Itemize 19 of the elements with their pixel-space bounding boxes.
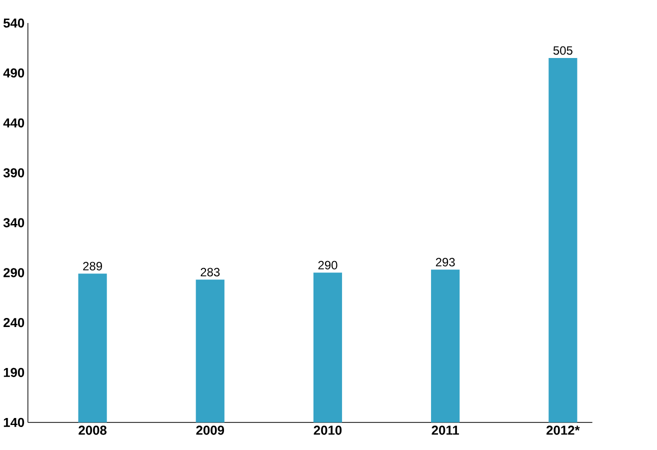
y-tick-label: 140 [4, 418, 24, 427]
y-tick-label: 490 [3, 68, 24, 78]
y-tick-label: 390 [3, 168, 24, 178]
data-label: 289 [83, 262, 102, 270]
x-tick-label: 2008 [78, 426, 107, 435]
data-label: 290 [318, 260, 338, 270]
y-tick-label: 290 [4, 268, 24, 278]
x-tick-label: 2010 [314, 426, 342, 435]
data-label: 505 [553, 46, 572, 55]
y-tick-label: 190 [4, 368, 24, 378]
y-tick-label: 340 [3, 218, 24, 228]
data-label: 293 [436, 258, 455, 266]
y-tick-label: 240 [4, 318, 24, 328]
x-tick-label: 2009 [196, 426, 224, 435]
data-label: 283 [200, 268, 220, 276]
x-tick-label: 2012* [546, 426, 580, 435]
y-tick-label: 440 [3, 118, 24, 128]
y-tick-label: 540 [3, 18, 24, 28]
x-tick-label: 2011 [432, 426, 459, 435]
